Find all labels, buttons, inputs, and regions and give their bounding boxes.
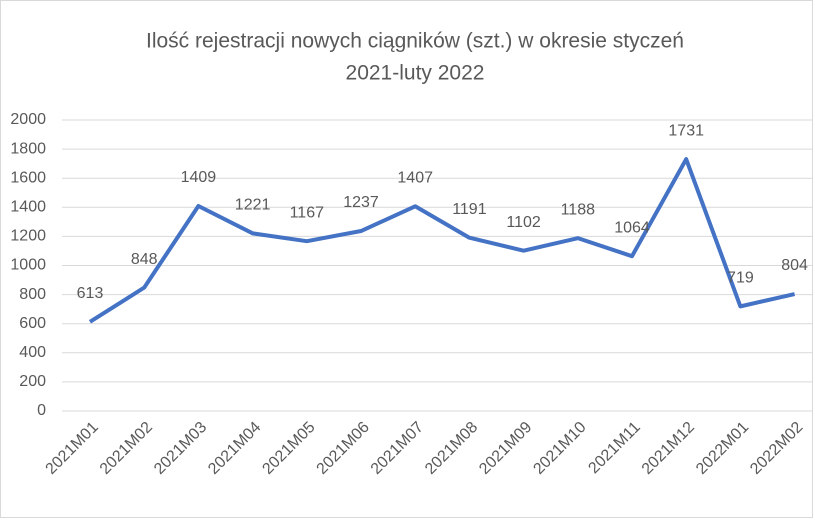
- data-label: 1237: [343, 194, 379, 211]
- y-tick-label: 800: [19, 286, 46, 303]
- data-label: 1409: [181, 169, 217, 186]
- data-label: 1191: [452, 201, 487, 218]
- y-tick-label: 1000: [10, 257, 46, 274]
- y-tick-label: 400: [19, 344, 46, 361]
- data-label: 848: [131, 251, 158, 268]
- data-line: [88, 157, 796, 324]
- data-label: 613: [77, 285, 104, 302]
- y-tick-label: 1800: [10, 140, 46, 157]
- y-tick-label: 200: [19, 373, 46, 390]
- data-label: 1731: [668, 122, 704, 139]
- y-tick-label: 0: [37, 402, 46, 419]
- y-tick-label: 1600: [10, 169, 46, 186]
- data-label: 1407: [397, 170, 433, 187]
- data-label: 804: [781, 257, 808, 274]
- y-tick-label: 2000: [10, 111, 46, 128]
- data-label: 1064: [614, 219, 650, 236]
- chart-title: 2021-luty 2022: [346, 62, 485, 85]
- data-label: 1188: [561, 201, 596, 218]
- y-tick-label: 600: [19, 315, 46, 332]
- y-tick-label: 1200: [10, 228, 46, 245]
- data-label: 1167: [290, 204, 325, 221]
- data-label: 719: [727, 270, 754, 287]
- data-label: 1221: [235, 197, 271, 214]
- chart-title: Ilość rejestracji nowych ciągników (szt.…: [146, 30, 684, 53]
- y-tick-label: 1400: [10, 199, 46, 216]
- data-label: 1102: [506, 214, 541, 231]
